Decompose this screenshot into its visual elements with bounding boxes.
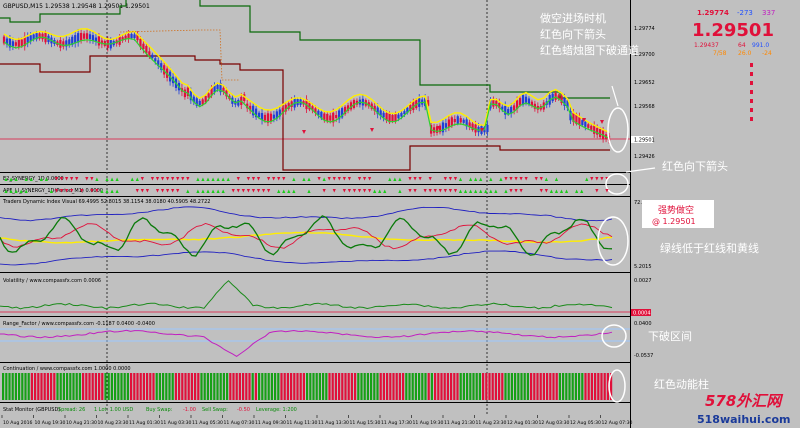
entry-line3: 红色蜡烛图下破通道 — [540, 43, 639, 57]
vol-scale-mid: 0.0004 — [633, 311, 651, 317]
tdi-green-line — [0, 215, 613, 257]
synergy-panel-1[interactable]: E2_SYNERGY_1D 0.0000 — [3, 173, 629, 195]
price-scale: 1.29774 1.29700 1.29652 1.29568 1.29501 … — [631, 26, 655, 160]
watermark-line1: 578外汇网 — [705, 392, 784, 410]
quote-diff: -273 — [737, 9, 753, 17]
price-tick: 1.29426 — [634, 154, 655, 160]
tdi-lower-band — [0, 250, 613, 266]
current-price-tag: 1.29501 — [634, 138, 655, 144]
time-tick: 12 Aug 05:30 — [570, 420, 601, 426]
green-ma-line — [3, 36, 610, 139]
tdi-upper-band — [0, 206, 613, 222]
quote-r2: 26.0 — [738, 50, 752, 57]
synergy1-title: E2_SYNERGY_1D 0.0000 — [3, 176, 64, 182]
volatility-panel[interactable]: Volatility / www.compassfx.com 0.0006 — [0, 278, 630, 313]
quote-pts: 337 — [762, 9, 775, 17]
stat-spread: Spread: 26 — [58, 407, 85, 413]
channel-lower — [0, 55, 610, 171]
range-factor-line — [0, 329, 613, 358]
time-tick: 11 Aug 11:30 — [287, 420, 318, 426]
quote-low: 1.29437 — [694, 42, 719, 49]
time-tick: 11 Aug 13:30 — [318, 420, 349, 426]
stat-label: Stat Monitor (GBPUSD) — [3, 407, 60, 413]
time-tick: 11 Aug 23:30 — [476, 420, 507, 426]
stat-sell-swap-value: -0.50 — [237, 407, 250, 413]
tdi-red-line — [0, 223, 613, 250]
price-tick: 1.29774 — [634, 26, 655, 32]
continuation-title: Continuation / www.compassfx.com 1.0000 … — [3, 366, 131, 372]
time-tick: 12 Aug 01:30 — [507, 420, 538, 426]
time-tick: 11 Aug 03:30 — [161, 420, 192, 426]
dotted-trend-line — [119, 29, 240, 81]
stat-leverage: Leverage: 1:200 — [256, 407, 297, 413]
quote-r3: -24 — [762, 50, 772, 57]
quote-panel: 1.29774 -273 337 1.29501 1.29437 64 991.… — [692, 9, 775, 121]
tdi-scale-bottom: 5.2015 — [634, 264, 652, 270]
volatility-title: Volatility / www.compassfx.com 0.0006 — [3, 278, 101, 284]
range-scale-top: 0.0400 — [634, 321, 652, 327]
green-line-note: 绿线低于红线和黄线 — [660, 241, 759, 255]
quote-high: 1.29774 — [697, 9, 729, 17]
watermark: 578外汇网 518waihui.com — [697, 392, 790, 426]
breakdown-note: 下破区间 — [648, 329, 692, 343]
quote-v1: 64 — [738, 42, 746, 49]
synergy-panel-2[interactable]: APF_LI_SYNERGY_1D(Period_M1) 0.0000 — [3, 188, 609, 194]
time-tick: 11 Aug 17:30 — [381, 420, 412, 426]
time-tick: 10 Aug 2016 — [3, 420, 33, 426]
time-tick: 10 Aug 21:30 — [66, 420, 97, 426]
time-tick: 11 Aug 21:30 — [444, 420, 475, 426]
range-scale-bottom: -0.0537 — [634, 353, 653, 359]
time-tick: 11 Aug 19:30 — [413, 420, 444, 426]
quote-v2: 991.0 — [752, 42, 769, 49]
time-tick: 12 Aug 03:30 — [539, 420, 570, 426]
vol-scale-top: 0.0027 — [634, 278, 652, 284]
trend-box-line2: @ 1.29501 — [652, 217, 696, 226]
entry-title: 做空进场时机 — [540, 11, 606, 25]
time-axis: 10 Aug 2016 10 Aug 19:30 10 Aug 21:30 10 Au… — [1, 415, 633, 426]
time-tick: 10 Aug 19:30 — [35, 420, 66, 426]
time-tick: 11 Aug 09:30 — [255, 420, 286, 426]
tdi-panel[interactable]: Traders Dynamic Index Visual 69.4995 52.… — [0, 199, 629, 266]
red-arrow-note: 红色向下箭头 — [662, 159, 728, 173]
time-tick: 11 Aug 05:30 — [192, 420, 223, 426]
trend-box: 强势做空 @ 1.29501 — [642, 200, 714, 228]
stat-buy-swap-label: Buy Swap: — [146, 407, 173, 413]
big-price: 1.29501 — [692, 20, 774, 41]
main-chart-title: GBPUSD,M15 1.29538 1.29548 1.29501 1.295… — [3, 3, 150, 10]
quote-r1: 7/58 — [713, 50, 727, 57]
price-tick: 1.29700 — [634, 52, 655, 58]
main-red-arrows — [302, 118, 604, 134]
continuation-panel[interactable]: Continuation / www.compassfx.com 1.0000 … — [2, 366, 626, 403]
price-tick: 1.29652 — [634, 80, 655, 86]
time-tick: 10 Aug 23:30 — [98, 420, 129, 426]
main-chart-panel[interactable]: GBPUSD,M15 1.29538 1.29548 1.29501 1.295… — [0, 0, 630, 171]
range-factor-panel[interactable]: Range_Factor / www.compassfx.com -0.1187… — [0, 321, 630, 358]
time-tick: 11 Aug 07:30 — [224, 420, 255, 426]
range-title: Range_Factor / www.compassfx.com -0.1187… — [3, 321, 155, 327]
tdi-title: Traders Dynamic Index Visual 69.4995 52.… — [2, 199, 210, 205]
annotation-entry: 做空进场时机 红色向下箭头 红色蜡烛图下破通道 — [540, 11, 639, 57]
signal-callout-oval — [607, 107, 629, 153]
yellow-ma-line — [3, 28, 610, 133]
channel-upper — [0, 0, 610, 99]
synergy2-title: APF_LI_SYNERGY_1D(Period_M1) 0.0000 — [3, 188, 103, 194]
price-tick: 1.29568 — [634, 104, 655, 110]
time-tick: 12 Aug 07:30 — [602, 420, 633, 426]
entry-line2: 红色向下箭头 — [540, 27, 606, 41]
stat-lot: 1 Lot: 1.00 USD — [94, 407, 133, 413]
stat-sell-swap-label: Sell Swap: — [202, 407, 228, 413]
stat-monitor: Stat Monitor (GBPUSD) Spread: 26 1 Lot: … — [3, 407, 297, 413]
volatility-line — [0, 280, 613, 310]
time-tick: 11 Aug 15:30 — [350, 420, 381, 426]
stat-buy-swap-value: -1.00 — [183, 407, 196, 413]
time-tick: 11 Aug 01:30 — [129, 420, 160, 426]
continuation-bars — [2, 373, 613, 400]
trend-box-line1: 强势做空 — [658, 204, 694, 216]
watermark-line2: 518waihui.com — [697, 413, 790, 426]
momentum-note: 红色动能柱 — [654, 377, 709, 391]
